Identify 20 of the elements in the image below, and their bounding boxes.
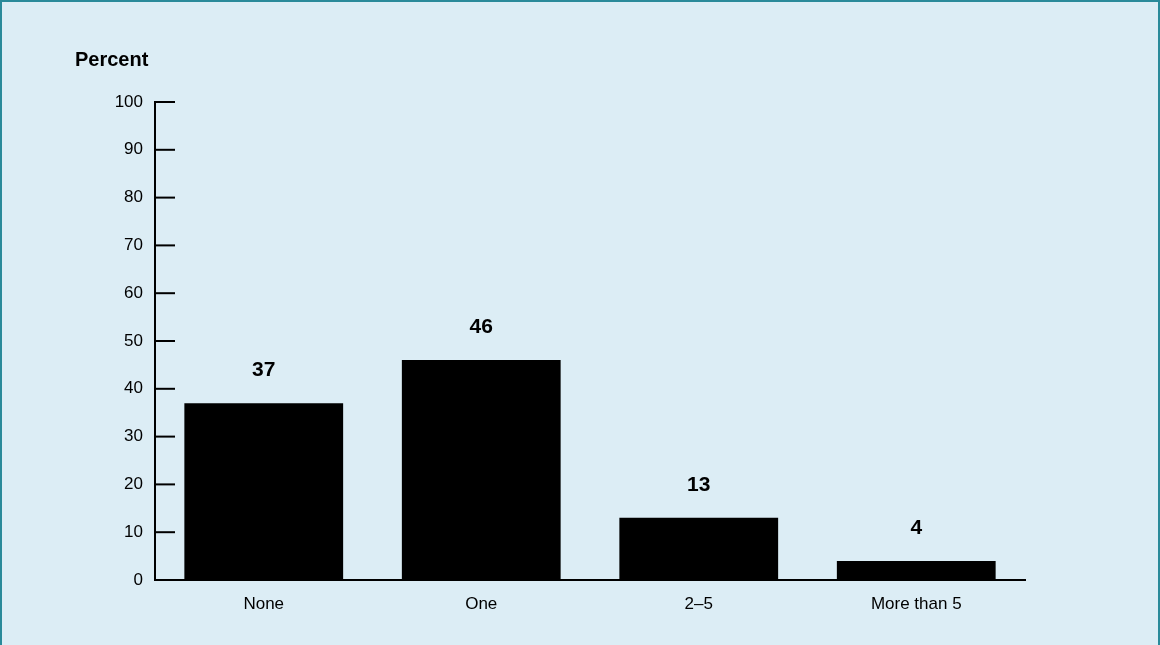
- x-tick-label: None: [243, 593, 285, 613]
- x-tick-label: More than 5: [870, 593, 962, 613]
- y-tick-label: 70: [124, 235, 143, 255]
- y-tick-label: 80: [124, 187, 143, 207]
- y-tick-label: 90: [124, 139, 143, 159]
- data-label: 46: [469, 314, 493, 338]
- data-label: 4: [910, 515, 923, 539]
- y-tick-label: 10: [124, 521, 143, 541]
- x-tick-label: One: [465, 593, 498, 613]
- y-tick-label: 60: [124, 282, 143, 302]
- x-tick-label: 2–5: [684, 593, 713, 613]
- data-label: 13: [687, 472, 711, 496]
- y-tick-label: 0: [133, 569, 143, 589]
- data-label: 37: [252, 357, 276, 381]
- y-tick-label: 30: [124, 426, 143, 446]
- y-tick-label: 50: [124, 330, 143, 350]
- y-tick-label: 100: [114, 91, 143, 111]
- y-axis-title: Percent: [75, 48, 149, 71]
- y-tick-label: 40: [124, 378, 143, 398]
- y-tick-label: 20: [124, 474, 143, 494]
